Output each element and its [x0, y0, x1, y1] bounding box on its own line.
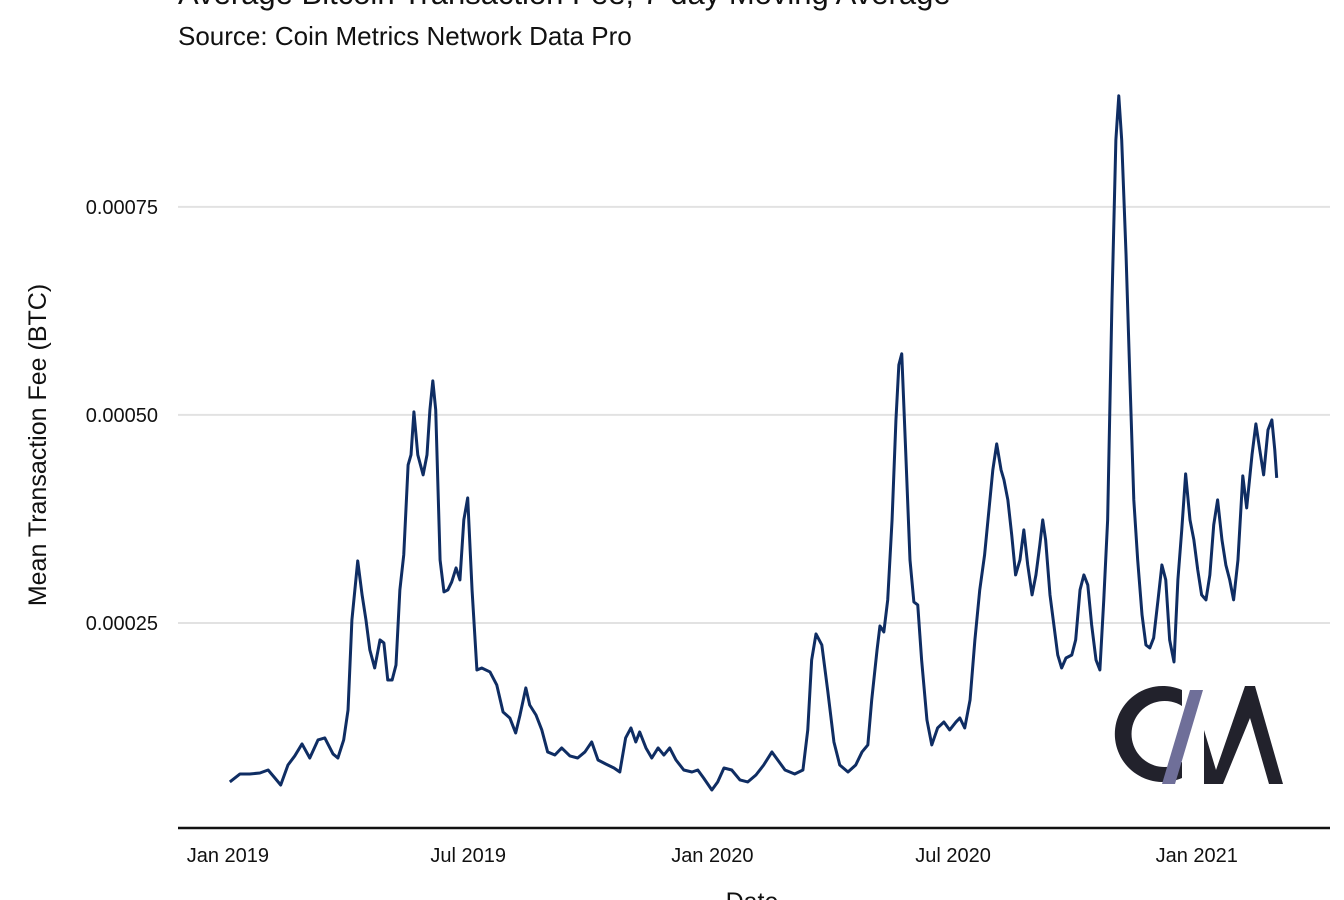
x-tick-label: Jul 2019	[430, 845, 506, 867]
logo	[1114, 686, 1283, 784]
y-tick-label: 0.00075	[86, 197, 158, 219]
chart-subtitle: Source: Coin Metrics Network Data Pro	[178, 21, 632, 51]
logo-c	[1114, 686, 1182, 783]
data-line	[228, 94, 1279, 792]
chart-title: Average Bitcoin Transaction Fee, 7-day M…	[178, 0, 951, 11]
logo-slash	[1162, 690, 1203, 784]
y-tick-label: 0.00025	[86, 613, 158, 635]
x-axis-label: Date	[726, 888, 779, 900]
y-tick-label: 0.00050	[86, 405, 158, 427]
x-tick-label: Jul 2020	[915, 845, 991, 867]
x-tick-label: Jan 2021	[1156, 845, 1238, 867]
y-axis-label: Mean Transaction Fee (BTC)	[24, 284, 52, 606]
x-tick-label: Jan 2020	[671, 845, 753, 867]
x-tick-label: Jan 2019	[187, 845, 269, 867]
logo-m	[1204, 686, 1283, 784]
